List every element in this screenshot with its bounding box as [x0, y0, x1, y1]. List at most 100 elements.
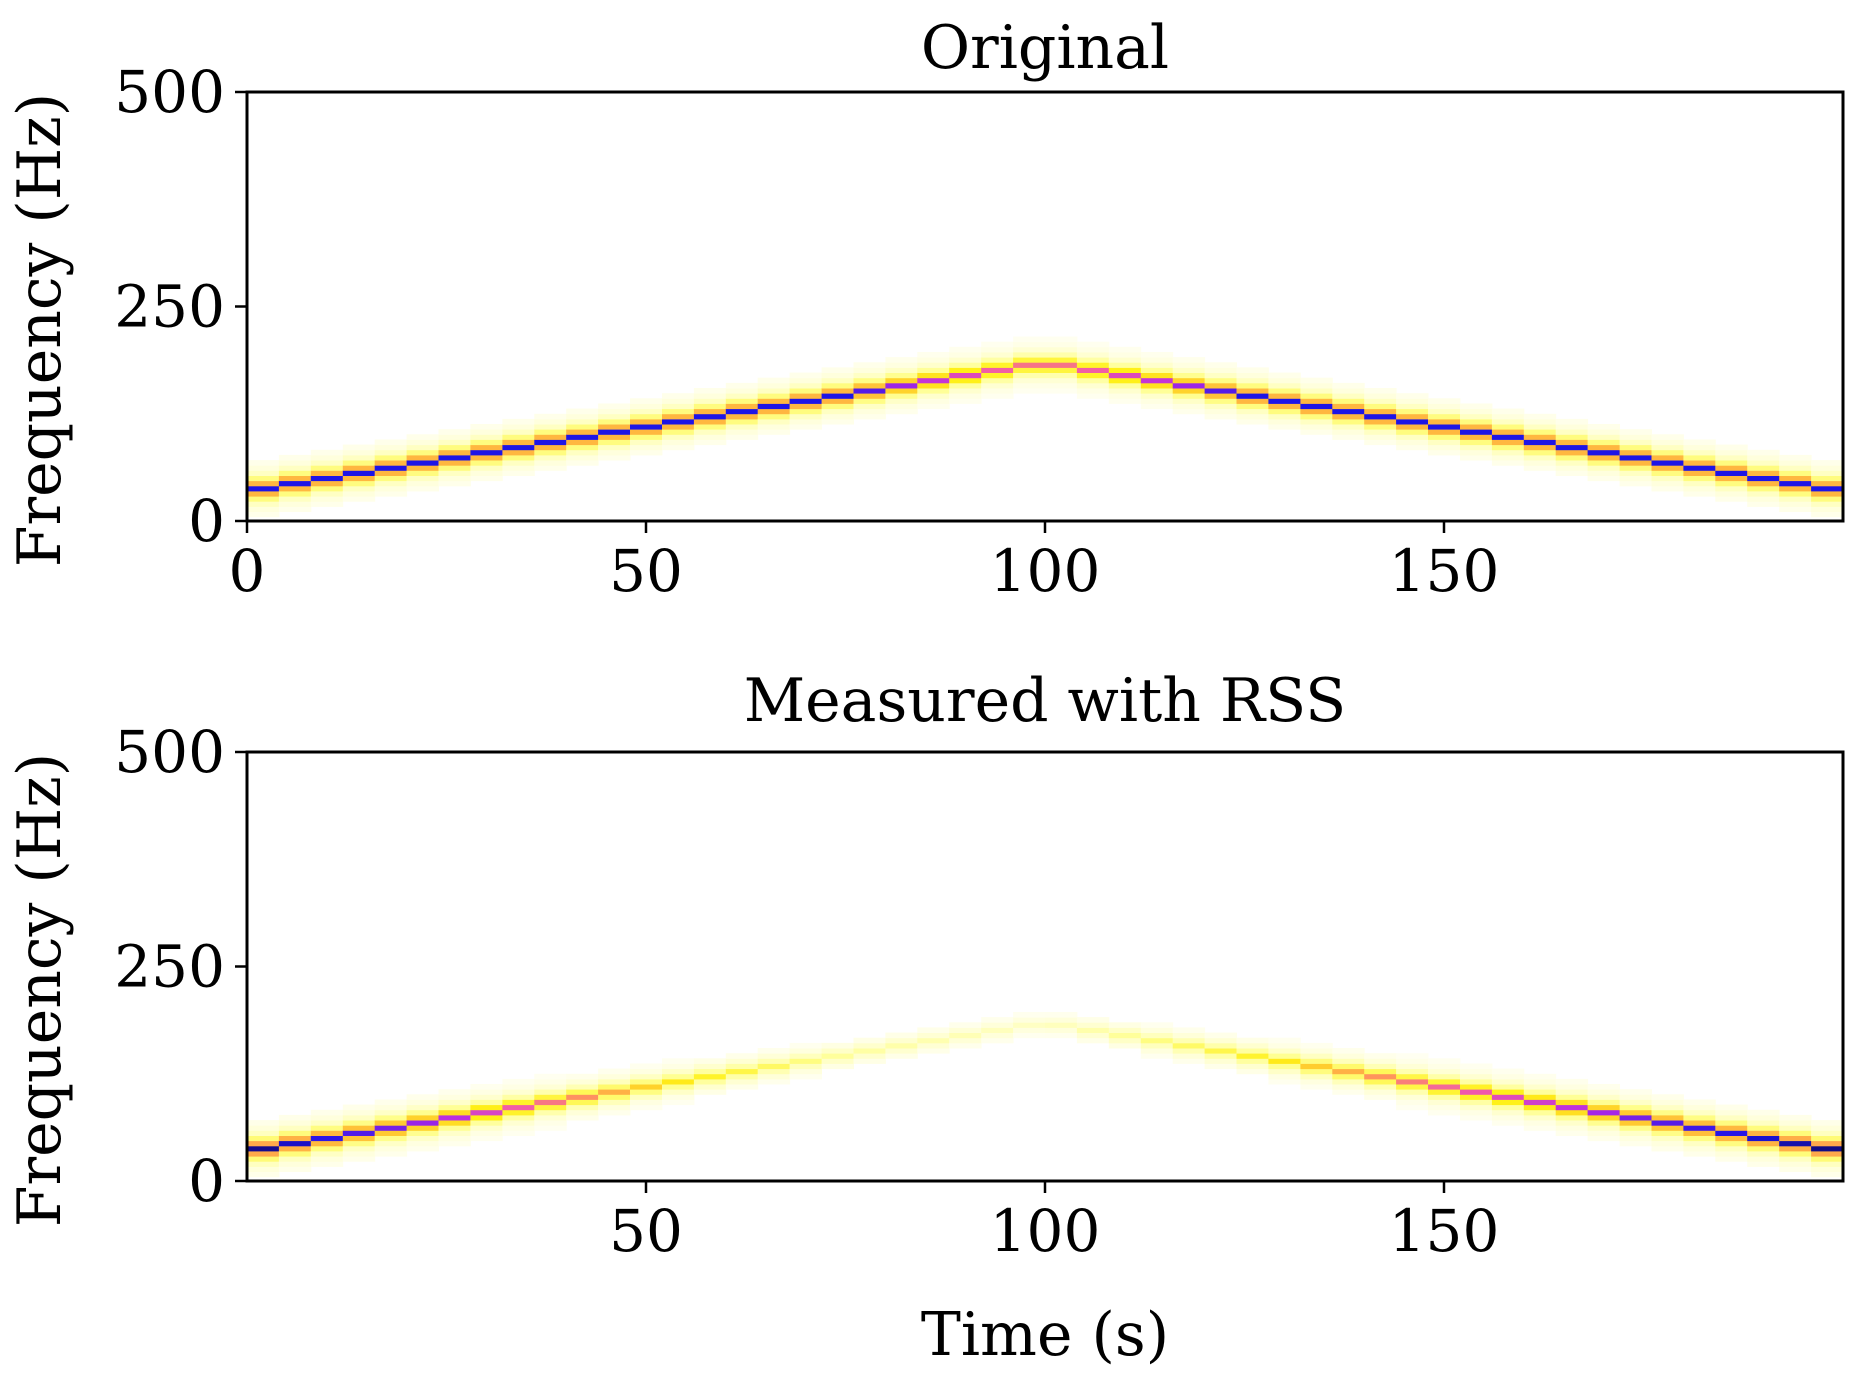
heatmap-cell: [1651, 1145, 1684, 1152]
heatmap-cell: [853, 362, 886, 368]
heatmap-cell: [1811, 1130, 1844, 1136]
heatmap-cell: [278, 1125, 312, 1131]
heatmap-cell: [1747, 1114, 1780, 1121]
heatmap-cell: [374, 1099, 408, 1106]
heatmap-cell: [1428, 1084, 1461, 1090]
heatmap-cell: [1013, 1017, 1046, 1023]
heatmap-cell: [885, 362, 918, 368]
y-tick-label: 0: [188, 1147, 225, 1215]
heatmap-cell: [949, 382, 982, 389]
heatmap-cell: [502, 1084, 535, 1090]
heatmap-cell: [789, 418, 822, 425]
x-tick-label: 50: [609, 1197, 683, 1265]
heatmap-cell: [247, 1145, 280, 1152]
heatmap-cell: [1300, 1042, 1333, 1049]
heatmap-cell: [1268, 1073, 1301, 1080]
heatmap-cell: [1460, 424, 1493, 430]
heatmap-cell: [1779, 460, 1812, 466]
heatmap-cell: [1715, 1109, 1748, 1116]
heatmap-cell: [438, 444, 471, 451]
heatmap-cell: [406, 1094, 439, 1100]
heatmap-cell: [438, 429, 471, 435]
heatmap-cell: [247, 485, 280, 492]
heatmap-cell: [1523, 1099, 1557, 1106]
heatmap-cell: [1460, 413, 1493, 420]
heatmap-cell: [662, 1078, 695, 1085]
heatmap-cell: [1300, 408, 1333, 415]
heatmap-cell: [566, 454, 599, 461]
heatmap-cell: [853, 408, 886, 415]
heatmap-cell: [1332, 429, 1365, 435]
heatmap-cell: [1076, 372, 1110, 379]
heatmap-cell: [1396, 1089, 1429, 1095]
heatmap-cell: [1811, 1161, 1844, 1167]
heatmap-cell: [981, 1027, 1014, 1033]
heatmap-cell: [821, 382, 854, 389]
heatmap-cell: [1651, 449, 1684, 456]
heatmap-cell: [1747, 1145, 1780, 1152]
heatmap-cell: [1587, 465, 1620, 471]
heatmap-cell: [1587, 454, 1620, 461]
heatmap-cell: [1108, 398, 1142, 404]
heatmap-cell: [1523, 413, 1557, 420]
heatmap-cell: [374, 485, 408, 492]
heatmap-cell: [534, 1120, 567, 1126]
heatmap-cell: [1460, 1063, 1493, 1070]
heatmap-cell: [1140, 1032, 1174, 1039]
heatmap-cell: [1619, 449, 1652, 456]
heatmap-cell: [374, 465, 408, 471]
heatmap-cell: [1172, 1053, 1206, 1059]
heatmap-cell: [1364, 1084, 1397, 1090]
heatmap-cell: [885, 1042, 918, 1049]
heatmap-cell: [693, 398, 727, 404]
heatmap-cell: [470, 475, 503, 482]
heatmap-cell: [1300, 382, 1333, 389]
heatmap-cell: [1587, 429, 1620, 435]
heatmap-cell: [1076, 388, 1110, 394]
heatmap-cell: [1460, 434, 1493, 440]
heatmap-cell: [534, 449, 567, 456]
heatmap-cell: [406, 480, 439, 487]
heatmap-cell: [1491, 1094, 1525, 1100]
heatmap-cell: [1491, 1089, 1525, 1095]
heatmap-cell: [438, 449, 471, 456]
heatmap-cell: [1747, 480, 1780, 487]
heatmap-cell: [310, 1145, 344, 1152]
heatmap-cell: [1587, 444, 1620, 451]
heatmap-cell: [278, 454, 312, 461]
heatmap-cell: [1268, 1042, 1301, 1049]
heatmap-cell: [821, 367, 854, 373]
heatmap-cell: [630, 444, 663, 451]
heatmap-cell: [1204, 413, 1237, 420]
heatmap-cell: [1523, 444, 1557, 451]
heatmap-cell: [1779, 470, 1812, 476]
heatmap-cell: [1204, 372, 1237, 379]
heatmap-cell: [598, 1109, 631, 1116]
heatmap-cell: [1108, 1022, 1142, 1028]
heatmap-cell: [1811, 470, 1844, 476]
heatmap-cell: [757, 1078, 791, 1085]
heatmap-cell: [1779, 1145, 1812, 1152]
heatmap-cell: [1811, 1140, 1844, 1147]
heatmap-cell: [1108, 1037, 1142, 1044]
heatmap-cell: [1396, 424, 1429, 430]
heatmap-cell: [374, 1130, 408, 1136]
heatmap-cell: [1715, 1156, 1748, 1162]
heatmap-cell: [1747, 454, 1780, 461]
heatmap-cell: [789, 413, 822, 420]
heatmap-cell: [630, 429, 663, 435]
heatmap-cell: [1491, 434, 1525, 440]
heatmap-cell: [247, 470, 280, 476]
heatmap-cell: [406, 475, 439, 482]
heatmap-cell: [821, 388, 854, 394]
heatmap-cell: [406, 449, 439, 456]
heatmap-cell: [1779, 485, 1812, 492]
heatmap-cell: [981, 393, 1014, 399]
heatmap-cell: [1683, 1140, 1716, 1147]
heatmap-cell: [534, 429, 567, 435]
heatmap-cell: [1045, 367, 1078, 373]
heatmap-cell: [1396, 1058, 1429, 1064]
heatmap-cell: [693, 424, 727, 430]
heatmap-cell: [1268, 1048, 1301, 1054]
heatmap-cell: [917, 382, 950, 389]
